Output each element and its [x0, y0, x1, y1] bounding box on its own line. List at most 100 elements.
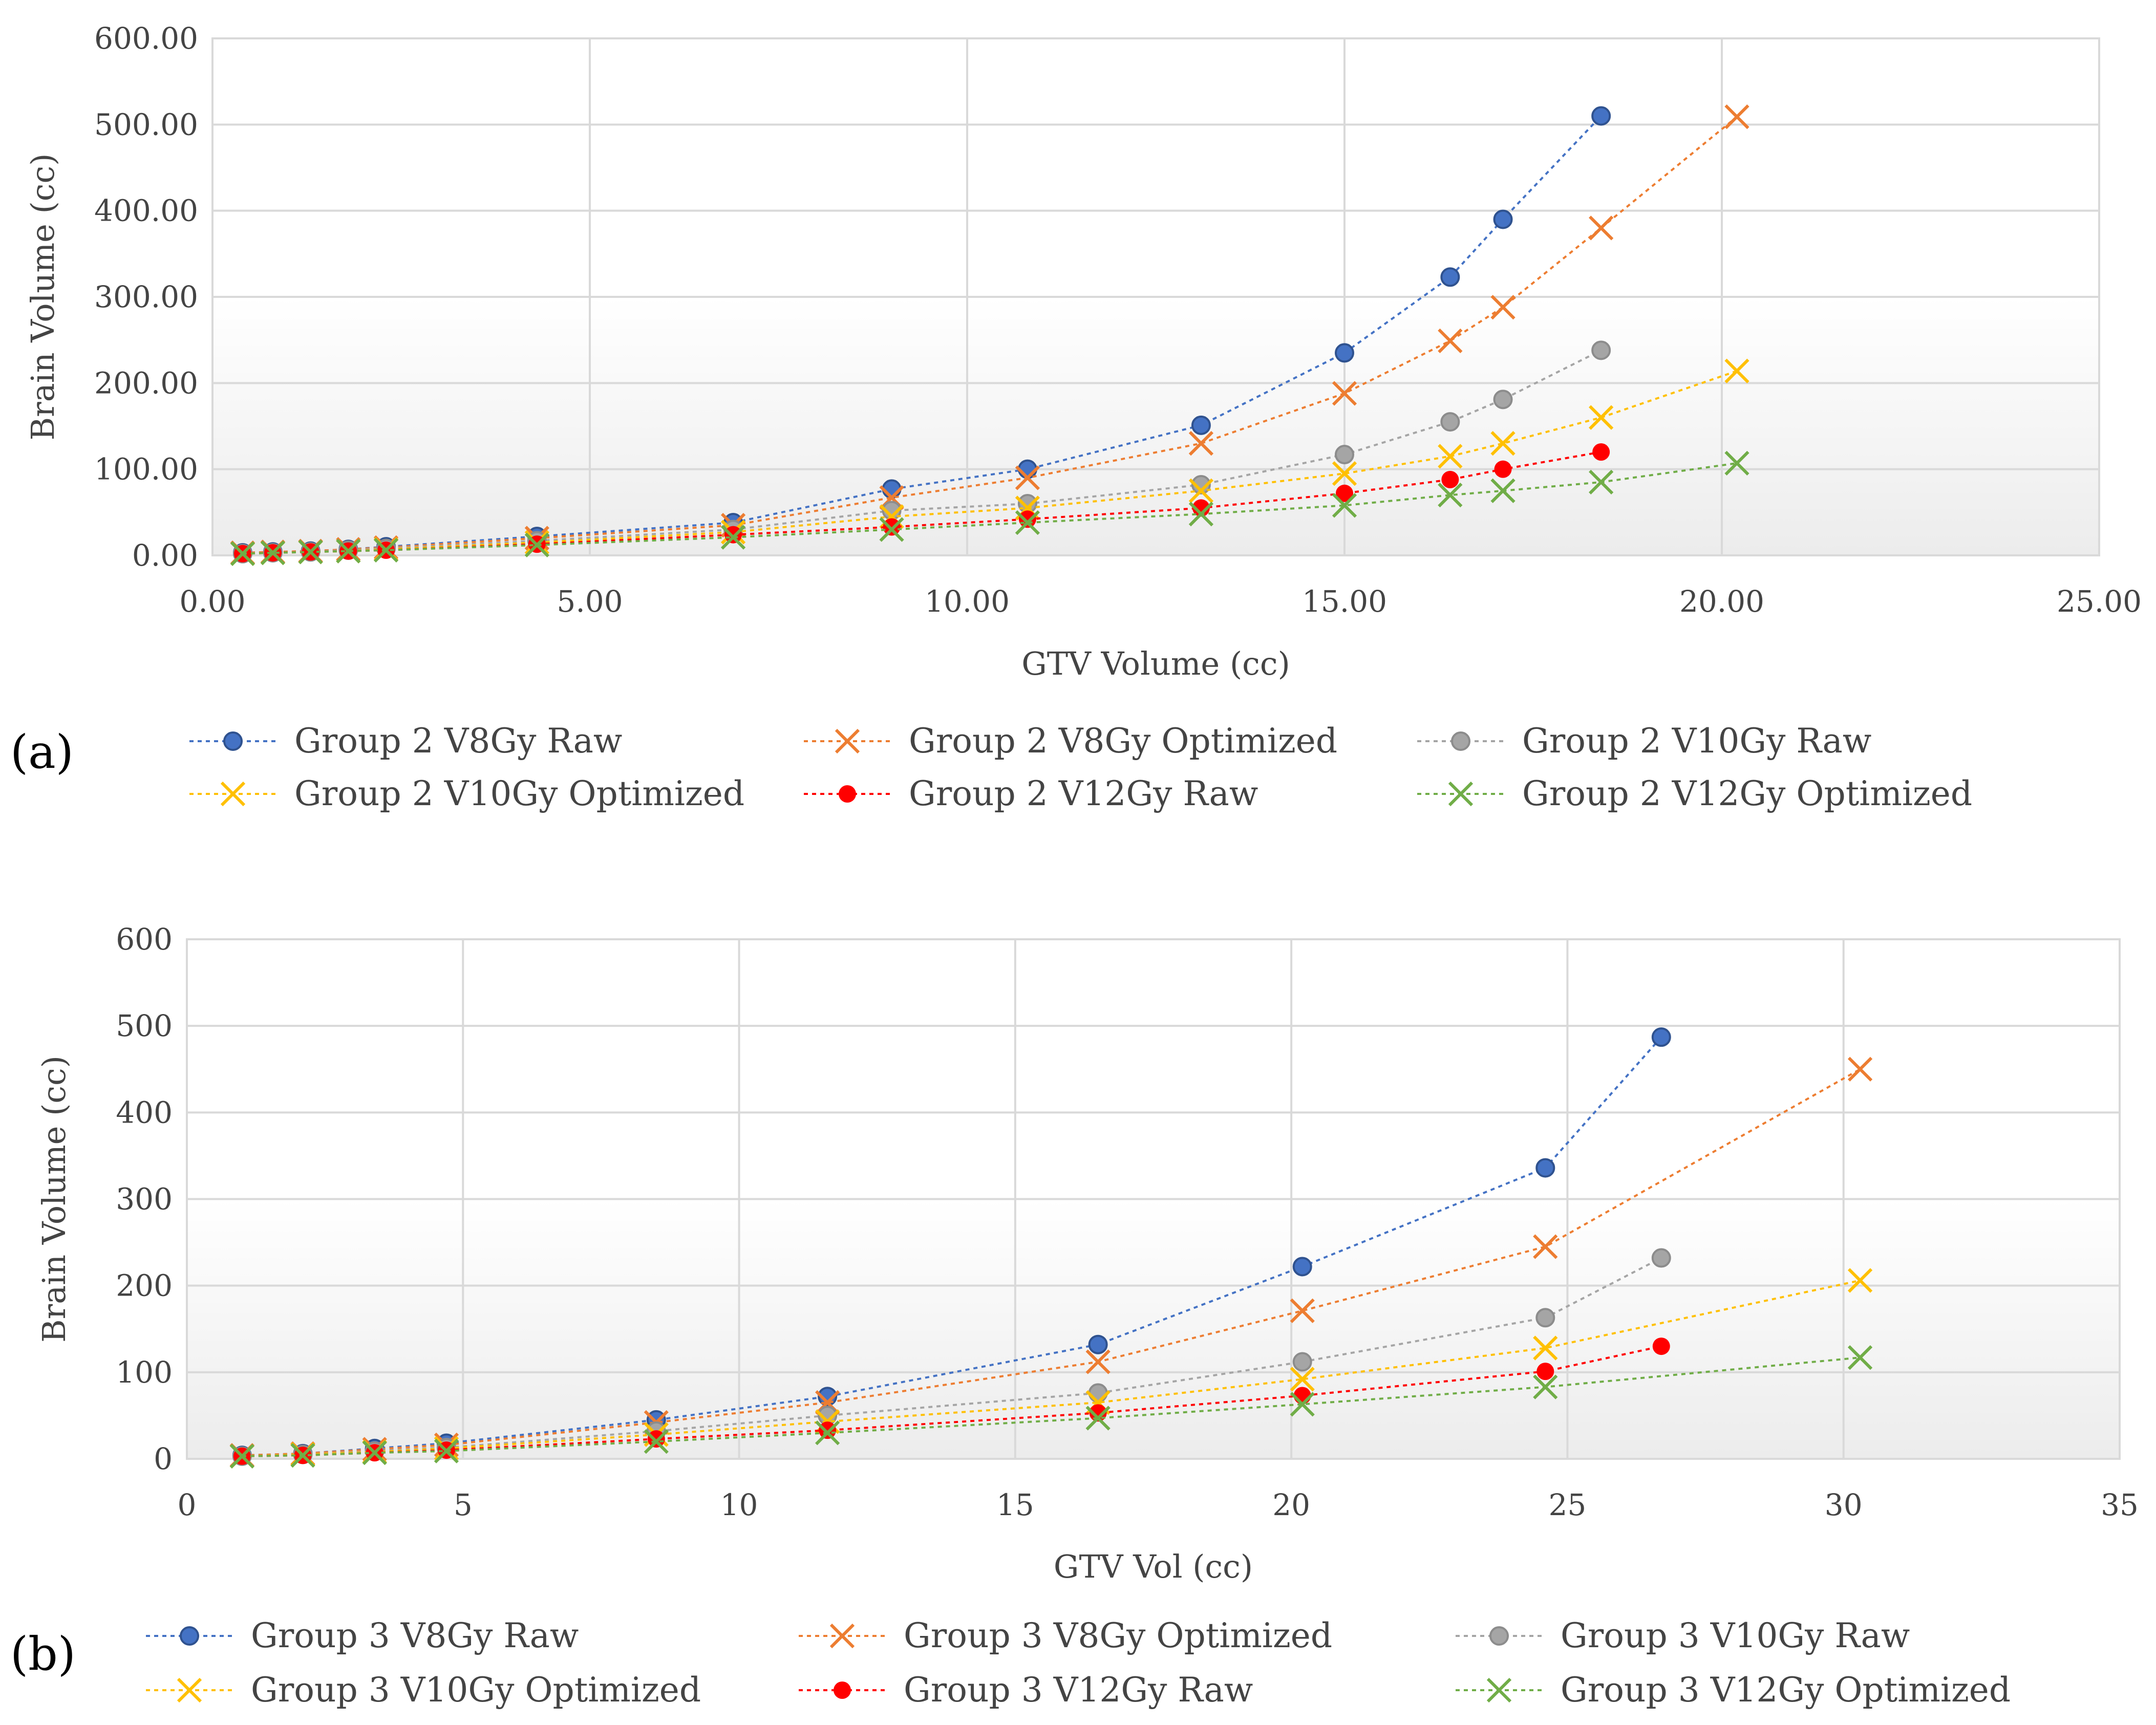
data-point — [290, 1443, 315, 1468]
legend-entry: Group 2 V8Gy Raw — [294, 721, 622, 761]
data-point — [1438, 444, 1463, 469]
data-point — [1336, 484, 1353, 502]
data-point — [1332, 461, 1357, 486]
data-point — [1085, 1349, 1111, 1374]
y-tick-label: 0.00 — [132, 538, 198, 573]
data-point — [1490, 478, 1515, 503]
x-tick-label: 5.00 — [557, 584, 623, 619]
data-point — [1015, 510, 1040, 535]
data-point — [373, 537, 399, 563]
data-point — [1192, 499, 1210, 517]
data-point — [1651, 1027, 1671, 1047]
data-point — [1335, 445, 1354, 465]
y-tick-label: 100 — [116, 1355, 173, 1390]
legend-marker — [1489, 1626, 1509, 1646]
data-point — [882, 479, 902, 499]
data-point — [524, 532, 549, 557]
data-point — [647, 1430, 665, 1448]
data-point — [819, 1421, 837, 1439]
data-point — [1535, 1158, 1555, 1178]
data-point — [815, 1420, 840, 1446]
data-point — [1494, 460, 1512, 478]
data-point — [1440, 267, 1460, 287]
legend-marker — [1451, 731, 1470, 751]
data-point — [1490, 295, 1515, 320]
data-point — [1591, 106, 1611, 126]
chart-b: 0 100 200 300 400 500 600 0 5 10 15 20 25 30 35 GTV Vol… — [10, 922, 2139, 1710]
y-tick-label: 0 — [154, 1441, 173, 1476]
panel-label: (b) — [10, 1627, 76, 1681]
y-tick-label: 300.00 — [94, 279, 198, 314]
data-point — [1290, 1367, 1315, 1392]
data-point — [1652, 1338, 1670, 1355]
y-tick-label: 100.00 — [94, 452, 198, 487]
legend-marker — [177, 1677, 202, 1703]
data-point — [1088, 1334, 1108, 1354]
data-point — [229, 1443, 254, 1469]
series-line — [242, 1356, 1861, 1457]
legend-entry: Group 2 V10Gy Optimized — [294, 774, 744, 813]
x-tick-label: 25.00 — [2057, 584, 2142, 619]
data-point — [1533, 1234, 1558, 1259]
data-point — [1191, 475, 1211, 494]
data-point — [362, 1440, 387, 1465]
legend-marker — [1486, 1677, 1512, 1703]
data-point — [1290, 1298, 1315, 1323]
data-point — [1589, 215, 1614, 241]
data-point — [883, 518, 901, 536]
series-line — [242, 116, 1738, 554]
data-point — [644, 1429, 669, 1454]
data-point — [1440, 412, 1460, 432]
legend-marker — [839, 785, 856, 803]
y-tick-label: 400 — [116, 1095, 173, 1130]
data-point — [1533, 1374, 1558, 1399]
legend-entry: Group 3 V12Gy Optimized — [1561, 1670, 2011, 1710]
data-point — [230, 541, 255, 566]
legend-entry: Group 2 V12Gy Optimized — [1522, 774, 1972, 813]
data-point — [1290, 1392, 1315, 1417]
y-tick-label: 400.00 — [94, 193, 198, 228]
y-tick-label: 600.00 — [94, 21, 198, 56]
y-tick-label: 200.00 — [94, 365, 198, 400]
x-tick-label: 15 — [996, 1487, 1034, 1522]
data-point — [1292, 1352, 1312, 1372]
data-point — [1293, 1387, 1311, 1405]
data-point — [1015, 465, 1040, 490]
y-tick-label: 600 — [116, 922, 173, 957]
data-point — [1085, 1406, 1111, 1431]
data-point — [720, 525, 746, 550]
data-point — [1332, 381, 1357, 406]
x-tick-label: 35 — [2101, 1487, 2139, 1522]
x-tick-label: 30 — [1825, 1487, 1863, 1522]
x-tick-label: 0.00 — [179, 584, 245, 619]
data-point — [1438, 483, 1463, 508]
x-axis-title: GTV Vol (cc) — [1054, 1548, 1253, 1585]
data-point — [1332, 493, 1357, 518]
data-point — [1191, 415, 1211, 435]
legend-marker — [834, 1681, 851, 1699]
panel-label: (a) — [10, 725, 74, 779]
data-point — [1088, 1383, 1108, 1403]
data-point — [724, 526, 742, 544]
data-point — [1651, 1248, 1671, 1268]
legend-entry: Group 3 V12Gy Raw — [904, 1670, 1253, 1710]
data-point — [1847, 1268, 1873, 1293]
data-point — [1533, 1335, 1558, 1361]
data-point — [1847, 1056, 1873, 1082]
legend-entry: Group 2 V8Gy Optimized — [909, 721, 1337, 761]
y-axis-title: Brain Volume (cc) — [24, 154, 61, 441]
x-tick-label: 15.00 — [1302, 584, 1387, 619]
legend-entry: Group 3 V10Gy Optimized — [251, 1670, 701, 1710]
data-point — [260, 540, 286, 566]
y-tick-label: 300 — [116, 1182, 173, 1217]
data-point — [1017, 459, 1037, 479]
legend-entry: Group 3 V8Gy Optimized — [904, 1616, 1332, 1655]
data-point — [1490, 431, 1515, 456]
x-tick-label: 20.00 — [1679, 584, 1764, 619]
data-point — [1591, 340, 1611, 360]
data-point — [434, 1438, 459, 1463]
data-point — [1535, 1308, 1555, 1328]
data-point — [1292, 1257, 1312, 1277]
series-line — [242, 1345, 1662, 1457]
series-line — [242, 1279, 1861, 1457]
